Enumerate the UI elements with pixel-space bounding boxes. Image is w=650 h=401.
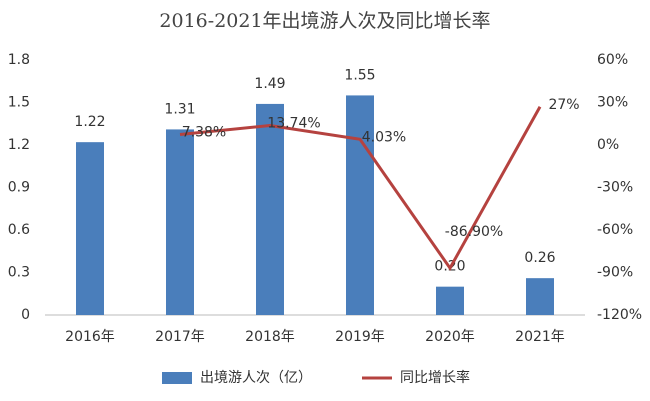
y2-tick-label: 60% bbox=[597, 52, 628, 68]
line-label: -86.90% bbox=[445, 224, 503, 240]
legend-swatch bbox=[162, 372, 192, 384]
y-tick-label: 1.8 bbox=[8, 52, 30, 68]
line-label: 4.03% bbox=[362, 129, 406, 145]
x-tick-label: 2019年 bbox=[335, 329, 385, 345]
y2-tick-label: -30% bbox=[597, 180, 633, 196]
bar bbox=[76, 142, 104, 315]
y-tick-label: 0.9 bbox=[8, 180, 30, 196]
line-label: 7.38% bbox=[182, 125, 226, 141]
line bbox=[179, 106, 542, 271]
x-tick-label: 2021年 bbox=[515, 329, 565, 345]
x-tick-label: 2018年 bbox=[245, 329, 295, 345]
y2-tick-label: 0% bbox=[597, 137, 619, 153]
bar bbox=[436, 286, 464, 315]
y2-tick-label: -60% bbox=[597, 222, 633, 238]
line-label: 13.74% bbox=[267, 116, 320, 132]
y-tick-label: 1.2 bbox=[8, 137, 30, 153]
legend-label: 同比增长率 bbox=[400, 369, 470, 386]
chart-title: 2016-2021年出境游人次及同比增长率 bbox=[159, 10, 490, 32]
y-tick-label: 1.5 bbox=[8, 95, 30, 111]
bar-label: 1.22 bbox=[74, 114, 105, 130]
line-label: 27% bbox=[548, 97, 579, 113]
bar bbox=[526, 278, 554, 315]
bar-label: 1.55 bbox=[344, 67, 375, 83]
y-tick-label: 0 bbox=[21, 307, 30, 323]
bar-label: 1.31 bbox=[164, 101, 195, 117]
x-tick-label: 2016年 bbox=[65, 329, 115, 345]
y-tick-label: 0.3 bbox=[8, 265, 30, 281]
bar-label: 1.49 bbox=[254, 76, 285, 92]
bar-label: 0.26 bbox=[524, 250, 555, 266]
y-tick-label: 0.6 bbox=[8, 222, 30, 238]
bar bbox=[346, 95, 374, 316]
y2-tick-label: -90% bbox=[597, 265, 633, 281]
legend-label: 出境游人次（亿） bbox=[200, 370, 312, 386]
y2-tick-label: -120% bbox=[597, 307, 642, 323]
bar bbox=[166, 129, 194, 315]
x-tick-label: 2017年 bbox=[155, 329, 205, 345]
x-tick-label: 2020年 bbox=[425, 329, 475, 345]
bar bbox=[256, 103, 284, 316]
y2-tick-label: 30% bbox=[597, 95, 628, 111]
